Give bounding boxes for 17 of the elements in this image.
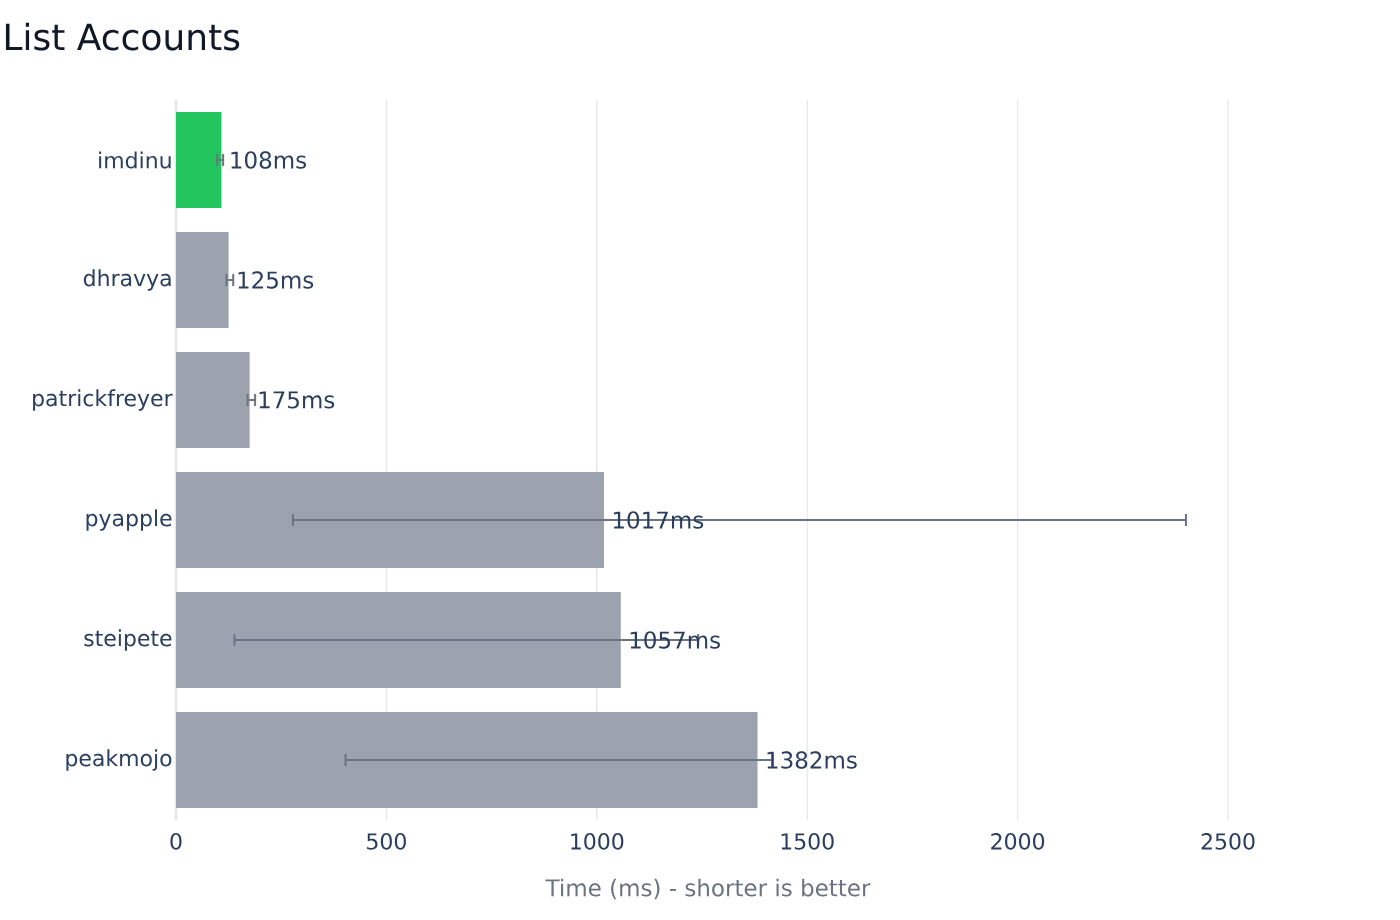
y-tick-label: imdinu <box>99 151 171 169</box>
x-tick-label: 2500 <box>1201 833 1255 850</box>
y-tick-label: peakmojo <box>66 749 172 771</box>
x-tick-label: 500 <box>367 833 406 850</box>
data-label: 175ms <box>259 391 335 409</box>
x-tick-label: 1000 <box>571 833 624 850</box>
y-tick-label: pyapple <box>86 509 172 531</box>
x-tick-label: 1500 <box>781 833 834 850</box>
data-label: 108ms <box>231 151 306 169</box>
y-tick-label: patrickfreyer <box>33 389 173 411</box>
x-axis-title: Time (ms) - shorter is better <box>545 878 871 900</box>
y-tick-label: steipete <box>84 629 172 651</box>
x-tick-label: 2000 <box>991 833 1045 850</box>
x-tick-label: 0 <box>170 833 182 850</box>
data-label: 125ms <box>238 271 314 289</box>
chart-title: List Accounts <box>5 22 240 51</box>
y-tick-label: dhravya <box>83 269 171 291</box>
